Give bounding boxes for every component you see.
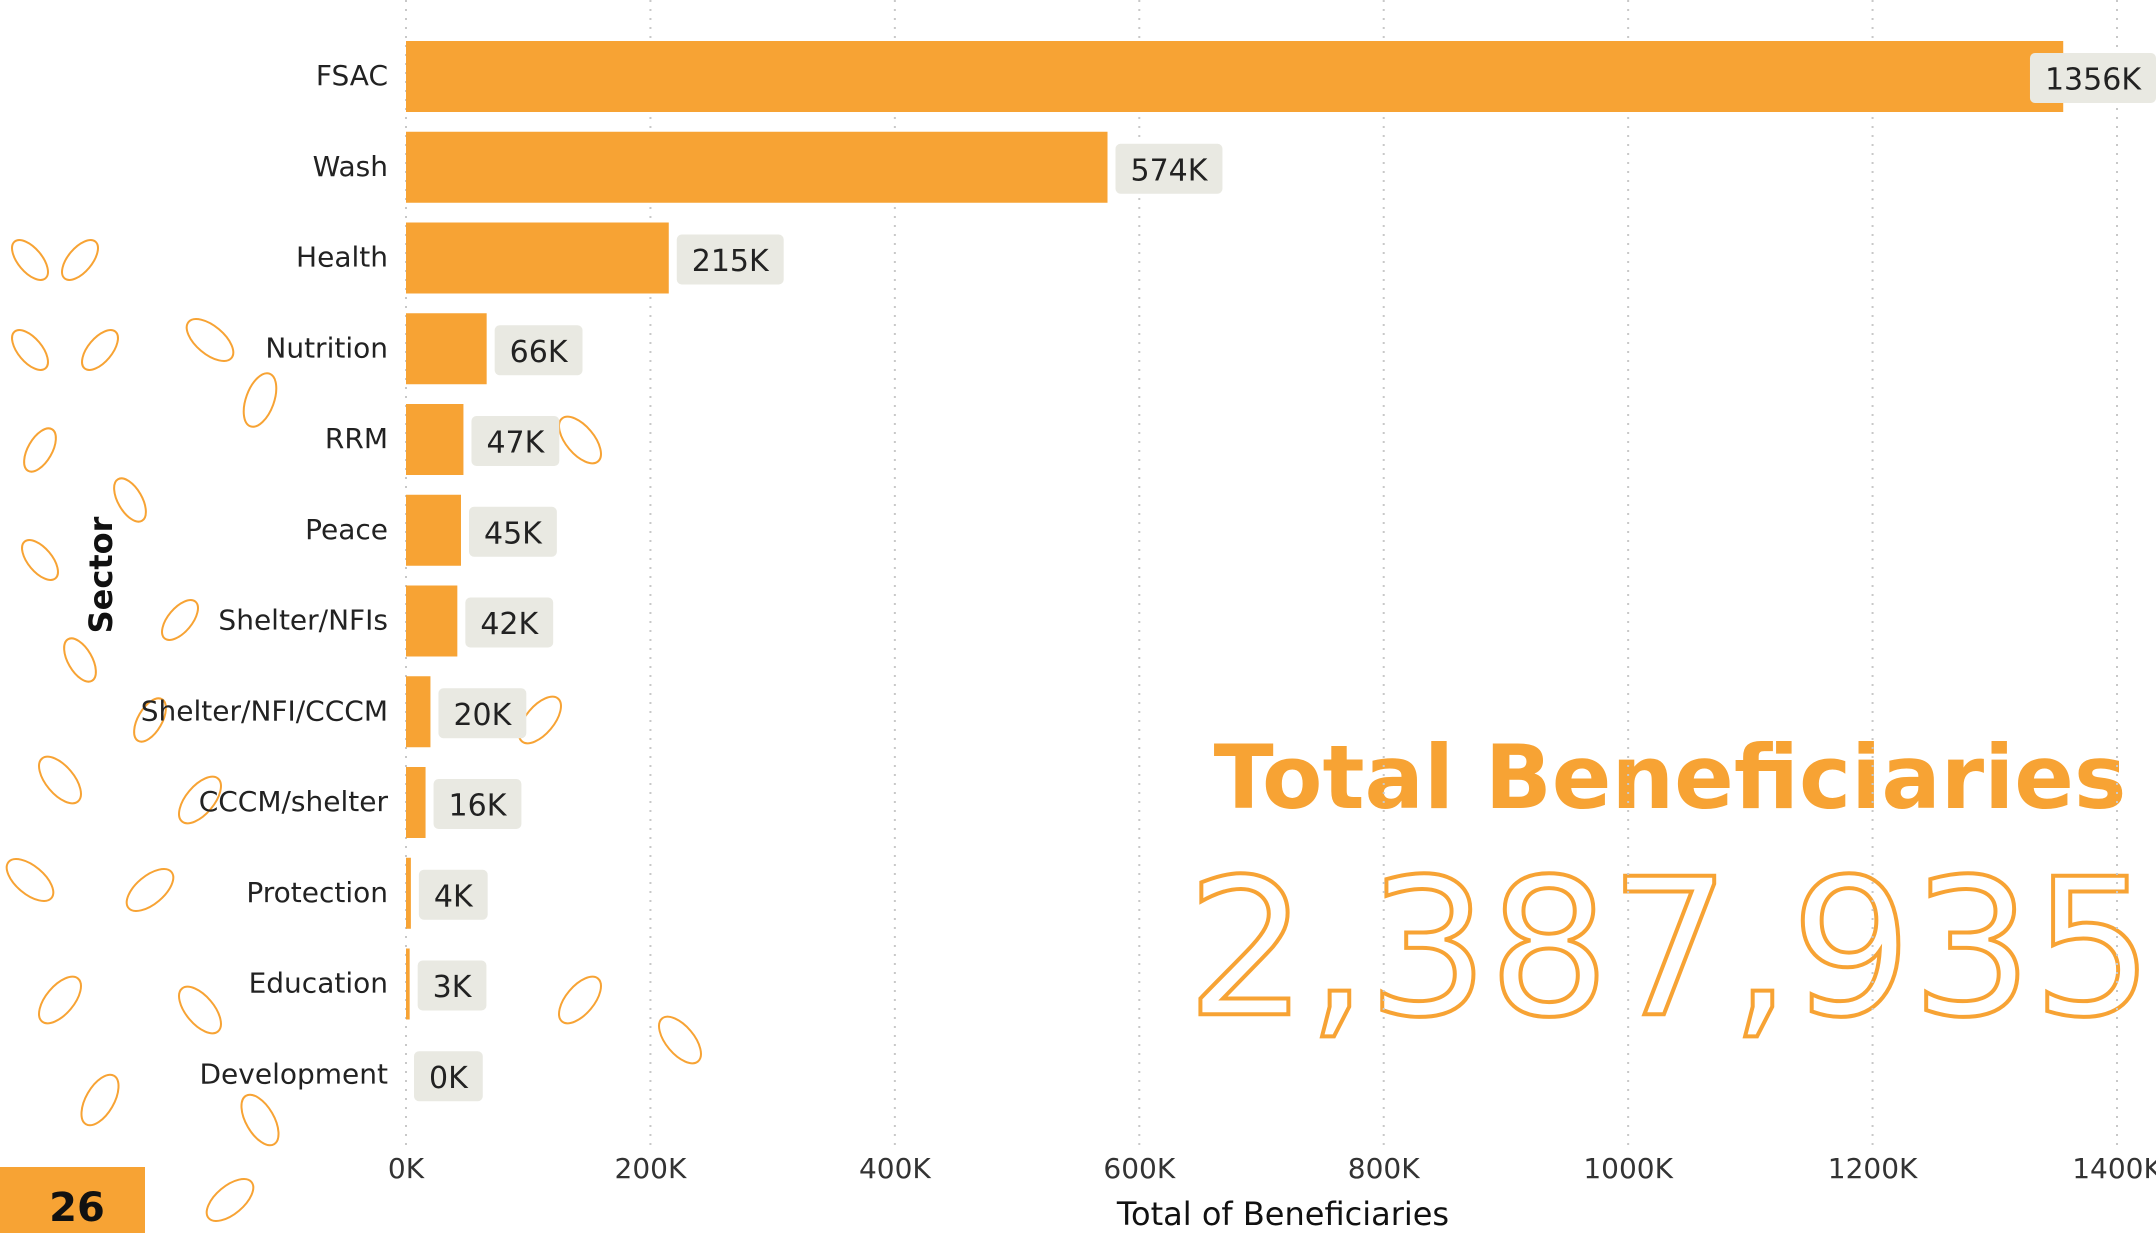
y-tick-label: Protection (246, 876, 388, 909)
value-label: 574K (1131, 153, 1209, 188)
x-axis-title: Total of Beneficiaries (1116, 1195, 1449, 1233)
y-axis-title: Sector (82, 516, 120, 633)
value-label: 20K (453, 698, 512, 733)
x-tick-label: 400K (859, 1152, 931, 1185)
x-tick-label: 1400K (2072, 1152, 2156, 1185)
y-tick-label: Education (249, 967, 388, 1000)
x-tick-label: 200K (615, 1152, 687, 1185)
y-tick-label: Peace (305, 513, 388, 546)
bar (406, 949, 410, 1020)
x-tick-label: 1200K (1828, 1152, 1918, 1185)
x-tick-label: 600K (1103, 1152, 1175, 1185)
bar (406, 132, 1108, 203)
y-tick-label: Shelter/NFI/CCCM (141, 694, 388, 727)
bar (406, 313, 487, 384)
page-number: 26 (49, 1185, 105, 1231)
bar (406, 858, 411, 929)
y-tick-label: RRM (325, 422, 388, 455)
value-label: 0K (429, 1061, 469, 1096)
bar (406, 404, 463, 475)
value-label: 66K (510, 335, 569, 370)
value-label: 4K (434, 879, 474, 914)
x-tick-label: 1000K (1583, 1152, 1673, 1185)
x-tick-label: 800K (1348, 1152, 1420, 1185)
bar (406, 41, 2063, 112)
page: 26 Total of Beneficiaries Sector Total B… (0, 0, 2156, 1233)
y-tick-label: Development (200, 1057, 389, 1090)
y-tick-label: Wash (313, 150, 388, 183)
bar (406, 223, 669, 294)
bar (406, 586, 457, 657)
y-tick-label: Nutrition (265, 331, 388, 364)
value-label: 16K (449, 789, 508, 824)
bar (406, 676, 430, 747)
value-label: 215K (692, 244, 770, 279)
y-tick-label: Health (296, 241, 388, 274)
bar (406, 495, 461, 566)
value-label: 45K (484, 516, 543, 551)
y-tick-label: CCCM/shelter (199, 785, 389, 818)
value-label: 3K (433, 970, 473, 1005)
kpi-value: 2,387,935 (1187, 838, 2154, 1059)
kpi-title: Total Beneficiaries (1214, 726, 2127, 829)
bar (406, 767, 426, 838)
value-label: 1356K (2045, 63, 2142, 98)
value-label: 47K (486, 426, 545, 461)
y-tick-label: FSAC (316, 59, 388, 92)
x-tick-label: 0K (388, 1152, 425, 1185)
value-label: 42K (480, 607, 539, 642)
y-tick-label: Shelter/NFIs (218, 604, 388, 637)
